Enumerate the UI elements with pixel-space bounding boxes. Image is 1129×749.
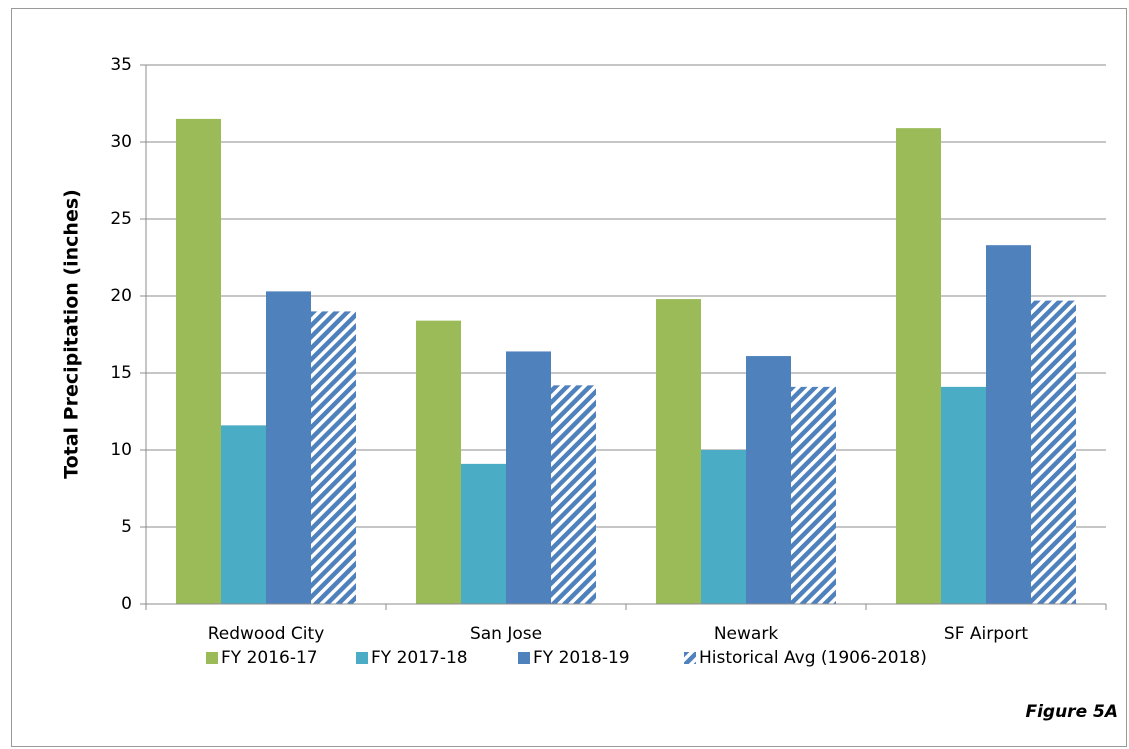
legend-swatch [518, 652, 530, 664]
legend-swatch [206, 652, 218, 664]
legend-label: FY 2016-17 [221, 648, 318, 668]
y-tick-label: 5 [121, 517, 132, 537]
y-tick-label: 35 [110, 55, 132, 75]
bar [266, 291, 311, 604]
legend-swatch [356, 652, 368, 664]
x-tick-label: SF Airport [944, 624, 1028, 644]
legend-label: Historical Avg (1906-2018) [699, 648, 927, 668]
y-tick-label: 20 [110, 286, 132, 306]
bar [416, 320, 461, 604]
y-axis-title: Total Precipitation (inches) [61, 189, 83, 479]
y-tick-label: 15 [110, 363, 132, 383]
y-tick-label: 0 [121, 594, 132, 614]
bar [701, 450, 746, 604]
bar [941, 386, 986, 604]
y-tick-label: 25 [110, 209, 132, 229]
bar [1031, 300, 1076, 604]
y-tick-label: 30 [110, 132, 132, 152]
bar [176, 118, 221, 605]
legend-label: FY 2018-19 [533, 648, 630, 668]
x-tick-label: San Jose [470, 624, 542, 644]
bar [221, 425, 266, 604]
bar [746, 356, 791, 604]
bar [461, 463, 506, 604]
bar [986, 245, 1031, 604]
bar [311, 311, 356, 604]
legend-swatch [684, 652, 696, 664]
x-tick-label: Newark [714, 624, 778, 644]
x-tick-label: Redwood City [208, 624, 325, 644]
bar [656, 299, 701, 604]
legend-label: FY 2017-18 [371, 648, 468, 668]
bar [896, 128, 941, 604]
bar [506, 351, 551, 604]
figure-label: Figure 5A [1025, 702, 1118, 722]
bar [791, 386, 836, 604]
bar [551, 385, 596, 604]
y-tick-label: 10 [110, 440, 132, 460]
